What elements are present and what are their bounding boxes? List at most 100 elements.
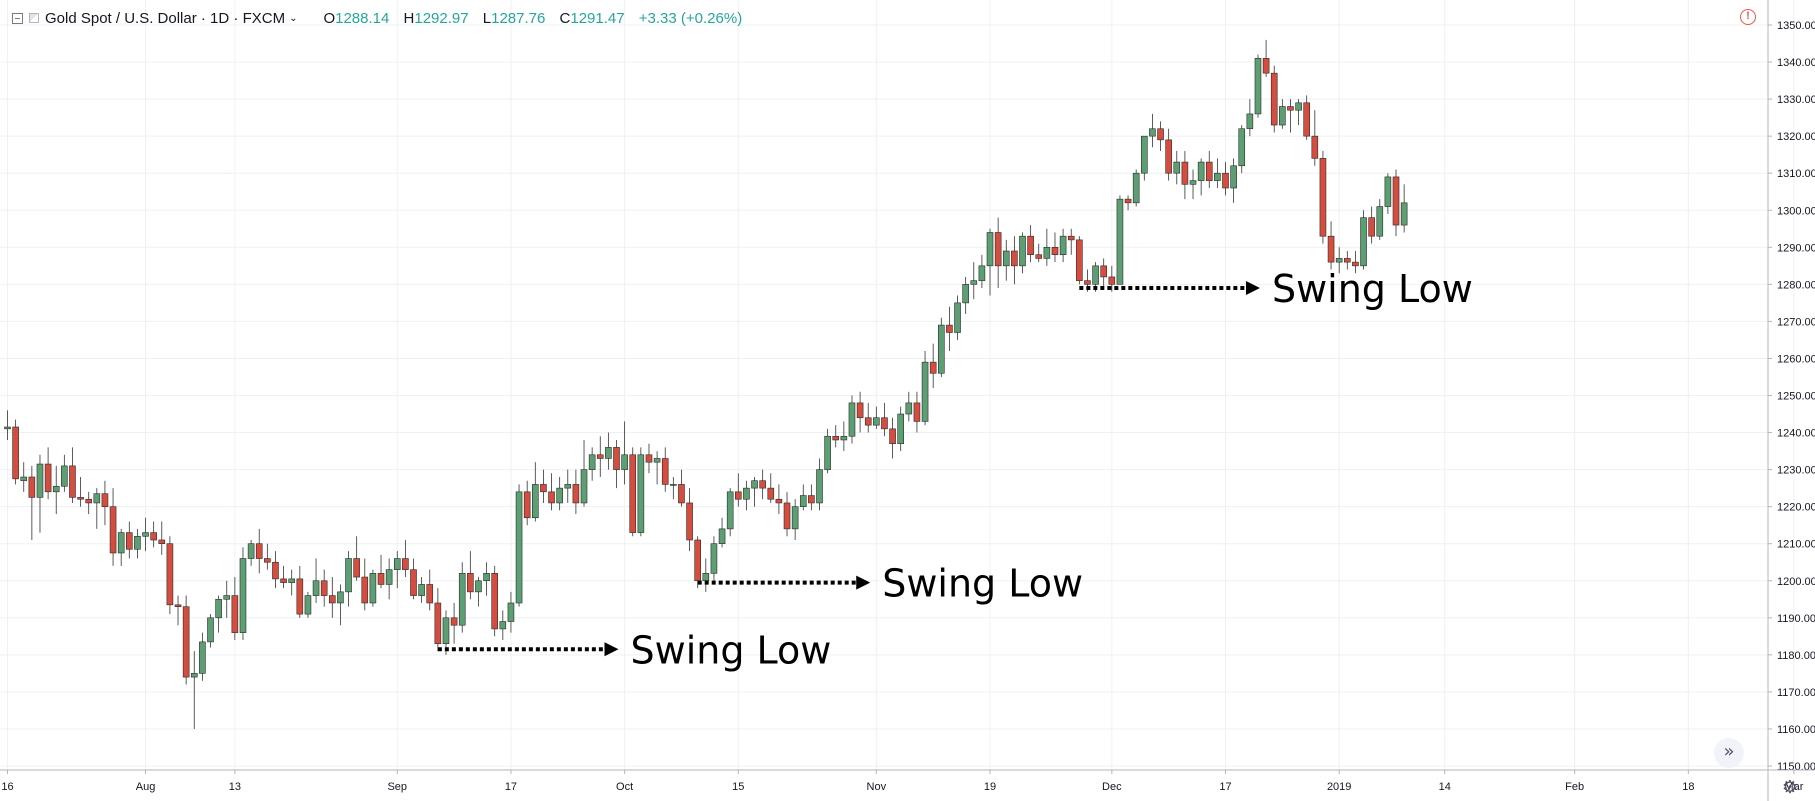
candle: [881, 402, 888, 437]
collapse-icon[interactable]: [12, 12, 23, 24]
candle: [1400, 184, 1408, 233]
candle-body: [889, 428, 896, 444]
candle: [702, 558, 710, 592]
open-label: O: [323, 9, 336, 27]
candle-body: [994, 232, 1002, 267]
candle-body: [588, 454, 596, 470]
candle-body: [1352, 261, 1359, 267]
candle: [117, 528, 125, 566]
candle: [1157, 121, 1164, 151]
candle: [937, 317, 945, 377]
candle-body: [1011, 250, 1018, 267]
candle-body: [661, 458, 669, 485]
symbol-title[interactable]: Gold Spot / U.S. Dollar · 1D · FXCM: [45, 9, 286, 27]
candle-body: [873, 417, 880, 426]
candle: [1335, 247, 1343, 274]
candle: [1384, 173, 1392, 214]
candle: [353, 536, 360, 581]
candle: [621, 421, 628, 485]
candle-body: [799, 495, 807, 507]
candle-body: [20, 476, 28, 482]
swing-low-annotation: Swing Low: [697, 562, 1083, 606]
candle: [1011, 236, 1018, 285]
candle: [1051, 232, 1059, 263]
candle: [499, 610, 507, 641]
candle-body: [564, 484, 572, 489]
candle: [1279, 99, 1286, 129]
candle-body: [1392, 176, 1400, 226]
candle-body: [199, 641, 206, 674]
candle: [28, 465, 36, 540]
close-label: C: [559, 9, 571, 27]
candle-body: [264, 558, 271, 563]
candle: [734, 473, 742, 507]
candle-body: [954, 302, 961, 333]
candle: [775, 484, 783, 515]
candle-body: [69, 465, 76, 498]
candle-body: [491, 573, 499, 630]
candle-body: [767, 487, 775, 500]
candle-body: [718, 528, 726, 545]
candle-body: [1076, 239, 1083, 281]
candle: [1205, 150, 1213, 189]
candle: [166, 536, 174, 615]
candle-body: [61, 465, 68, 487]
candle: [345, 551, 352, 607]
candle: [239, 547, 247, 641]
candle-body: [458, 573, 466, 626]
candle-body: [848, 402, 856, 437]
candle-body: [1092, 265, 1099, 285]
candle-body: [117, 532, 125, 554]
candle-body: [369, 573, 377, 604]
candle: [1173, 150, 1181, 185]
alert-icon[interactable]: !: [1740, 9, 1756, 25]
scroll-right-icon[interactable]: »: [1714, 738, 1744, 768]
candle: [223, 580, 231, 618]
candle-body: [816, 469, 823, 504]
time-tick-label: 2019: [1327, 781, 1351, 793]
candle: [385, 558, 393, 600]
time-tick-label: Nov: [867, 781, 887, 793]
candle-body: [402, 558, 409, 570]
price-tick-label: 1330.00: [1777, 94, 1815, 106]
candle: [207, 614, 214, 648]
candle-body: [166, 543, 174, 606]
price-axis[interactable]: 1150.00 1160.00 1170.00 1180.00 1190.00 1200.…: [1767, 0, 1815, 801]
change-value: +3.33 (+0.26%): [638, 9, 743, 27]
candle: [1002, 239, 1010, 281]
candle-body: [426, 584, 434, 604]
candle: [710, 536, 718, 585]
candle: [361, 558, 369, 611]
gear-icon[interactable]: ⚙: [1781, 777, 1799, 798]
candle: [93, 488, 101, 529]
candle-body: [231, 595, 239, 633]
candle: [661, 447, 669, 492]
candle-body: [1368, 217, 1375, 237]
time-axis[interactable]: 16 Aug 13 Sep 17 Oct 15 Nov 19 Dec 17 2019 14 Feb 18 Ma…: [0, 769, 1815, 793]
time-tick-label: 15: [732, 781, 744, 793]
candle: [1035, 243, 1043, 263]
candle-body: [442, 617, 450, 645]
candle-body: [1108, 276, 1116, 285]
price-tick-label: 1150.00: [1777, 761, 1815, 773]
candle: [1116, 195, 1124, 285]
candle: [921, 351, 929, 426]
candle: [1360, 210, 1367, 270]
candle-body: [1344, 258, 1351, 263]
candle-body: [1214, 172, 1221, 181]
candle: [808, 484, 815, 511]
candle-body: [304, 595, 312, 615]
candle: [580, 439, 588, 507]
chevron-down-icon[interactable]: ⌄: [289, 12, 298, 24]
candle-body: [1165, 139, 1172, 174]
time-tick-label: Sep: [387, 781, 407, 793]
candle: [491, 565, 499, 637]
candle: [507, 591, 515, 633]
candle-body: [410, 569, 417, 596]
candle-body: [44, 463, 52, 493]
candle-body: [1002, 250, 1010, 267]
candle: [1189, 169, 1197, 200]
candle-body: [467, 573, 474, 593]
candle-body: [694, 539, 702, 582]
